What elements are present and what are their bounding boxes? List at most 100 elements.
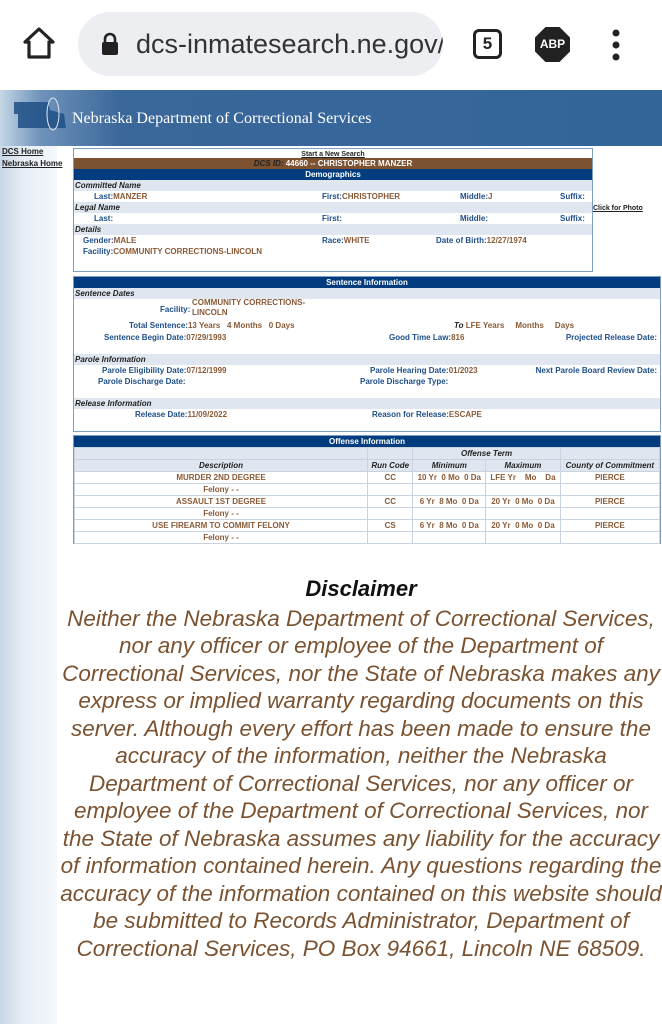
more-menu-icon[interactable] [610, 28, 622, 62]
adblock-icon[interactable]: ABP [535, 27, 570, 62]
run-code: CC [366, 471, 414, 484]
total-sentence-label: Total Sentence: [129, 321, 188, 330]
first-label: First: [322, 192, 342, 201]
table-row: MURDER 2ND DEGREE CC 10 Yr 0 Mo 0 Da LFE Yr… [74, 471, 661, 484]
minimum-term: 6 Yr 8 Mo 0 Da [412, 519, 487, 532]
sidebar: DCS Home Nebraska Home [0, 146, 62, 1024]
offense-table: Offense Term Description Run Code Minimu… [74, 447, 661, 544]
facility-value: COMMUNITY CORRECTIONS-LINCOLN [113, 247, 262, 256]
sidebar-item-dcs-home[interactable]: DCS Home [2, 147, 44, 156]
sidebar-item-nebraska-home[interactable]: Nebraska Home [2, 159, 63, 168]
maximum-term: 20 Yr 0 Mo 0 Da [485, 495, 561, 508]
facility-row: Facility:COMMUNITY CORRECTIONS-LINCOLN [74, 246, 592, 257]
sentence-facility-label: Facility: [160, 305, 191, 314]
col-run-code: Run Code [366, 459, 414, 472]
inmate-id-bar: DCS ID: 44660 -- CHRISTOPHER MANZER [74, 158, 592, 169]
gender-value: MALE [113, 236, 137, 245]
release-reason-label: Reason for Release: [372, 410, 449, 419]
disclaimer-text: Neither the Nebraska Department of Corre… [60, 605, 662, 961]
run-code: CC [366, 495, 414, 508]
url-bar[interactable]: dcs-inmatesearch.ne.gov/ [78, 12, 443, 76]
tab-count-button[interactable]: 5 [473, 29, 502, 59]
projected-release-label: Projected Release Date: [565, 333, 657, 342]
to-value: LFE Years Months Days [465, 321, 575, 330]
committed-name-heading: Committed Name [74, 180, 592, 191]
legal-first-label: First: [322, 214, 342, 223]
race-value: WHITE [343, 236, 370, 245]
demographics-header: Demographics [74, 169, 592, 180]
empty-cell [485, 507, 561, 520]
empty-cell [412, 507, 487, 520]
race-label: Race: [322, 236, 344, 245]
empty-cell [366, 483, 414, 496]
middle-value: J [488, 192, 493, 201]
col-county: County of Commitment [559, 459, 661, 472]
empty-cell [366, 531, 414, 544]
browser-toolbar: dcs-inmatesearch.ne.gov/ 5 ABP [0, 0, 662, 88]
first-value: CHRISTOPHER [342, 192, 401, 201]
empty-cell [559, 531, 661, 544]
county: PIERCE [559, 519, 661, 532]
legal-middle-label: Middle: [460, 214, 488, 223]
table-row: ASSAULT 1ST DEGREE CC 6 Yr 8 Mo 0 Da 20 Yr … [74, 495, 661, 508]
empty-cell [412, 483, 487, 496]
id-value: 44660 -- CHRISTOPHER MANZER [285, 159, 413, 168]
to-label: To [454, 321, 464, 330]
start-new-search-link[interactable]: Start a New Search [301, 151, 365, 158]
empty-cell [559, 483, 661, 496]
demographics-panel: Start a New Search DCS ID: 44660 -- CHRI… [73, 148, 593, 272]
home-icon[interactable] [22, 26, 56, 60]
facility-line-2: LINCOLN [192, 308, 228, 317]
empty-cell [485, 531, 561, 544]
empty-cell [485, 483, 561, 496]
empty-cell [412, 531, 487, 544]
nebraska-logo-icon [14, 97, 66, 131]
parole-hearing-label: Parole Hearing Date: [370, 366, 449, 375]
adblock-label: ABP [539, 37, 566, 51]
click-for-photo-link[interactable]: Click for Photo [593, 205, 643, 212]
gender-label: Gender: [83, 236, 114, 245]
county: PIERCE [559, 471, 661, 484]
col-description: Description [74, 459, 368, 472]
sentence-header: Sentence Information [74, 277, 660, 288]
table-row: Felony - - [74, 483, 661, 496]
site-banner: Nebraska Department of Correctional Serv… [0, 90, 662, 146]
dob-label: Date of Birth: [436, 236, 487, 245]
col-minimum: Minimum [412, 459, 487, 472]
facility-label: Facility: [83, 247, 114, 256]
empty-cell [366, 507, 414, 520]
middle-label: Middle: [460, 192, 488, 201]
release-heading: Release Information [74, 398, 660, 409]
begin-date-value: 07/29/1993 [186, 333, 227, 342]
suffix-label: Suffix: [560, 192, 585, 201]
blank-header [559, 447, 661, 460]
parole-eligibility-value: 07/12/1999 [186, 366, 227, 375]
disclaimer: Disclaimer Neither the Nebraska Departme… [60, 575, 662, 962]
sentence-panel: Sentence Information Sentence Dates Faci… [73, 276, 661, 432]
table-row: Felony - - [74, 507, 661, 520]
next-review-label: Next Parole Board Review Date: [535, 366, 657, 375]
release-date-label: Release Date: [135, 410, 188, 419]
details-row: Gender:MALE Race:WHITE Date of Birth:12/… [74, 235, 592, 246]
table-row: Felony - - [74, 531, 661, 544]
begin-date-label: Sentence Begin Date: [104, 333, 187, 342]
parole-eligibility-label: Parole Eligibility Date: [102, 366, 187, 375]
offense-header: Offense Information [74, 436, 660, 447]
parole-heading: Parole Information [74, 354, 660, 365]
legal-suffix-label: Suffix: [560, 214, 585, 223]
committed-name-row: Last:MANZER First:CHRISTOPHER Middle:J S… [74, 191, 592, 202]
blank-header [74, 447, 368, 460]
minimum-term: 10 Yr 0 Mo 0 Da [412, 471, 487, 484]
sentence-facility-value: COMMUNITY CORRECTIONS- LINCOLN [192, 298, 305, 318]
sentence-dates-heading: Sentence Dates [74, 288, 660, 299]
dob-value: 12/27/1974 [486, 236, 527, 245]
offense-term-header: Offense Term [412, 447, 561, 460]
county: PIERCE [559, 495, 661, 508]
offense-description: MURDER 2ND DEGREE [74, 471, 368, 484]
good-time-value: 816 [451, 333, 465, 342]
release-reason-value: ESCAPE [448, 410, 482, 419]
offense-panel: Offense Information Offense Term Descrip… [73, 435, 661, 544]
table-row: USE FIREARM TO COMMIT FELONY CS 6 Yr 8 Mo … [74, 519, 661, 532]
minimum-term: 6 Yr 8 Mo 0 Da [412, 495, 487, 508]
url-text: dcs-inmatesearch.ne.gov/ [136, 29, 443, 59]
